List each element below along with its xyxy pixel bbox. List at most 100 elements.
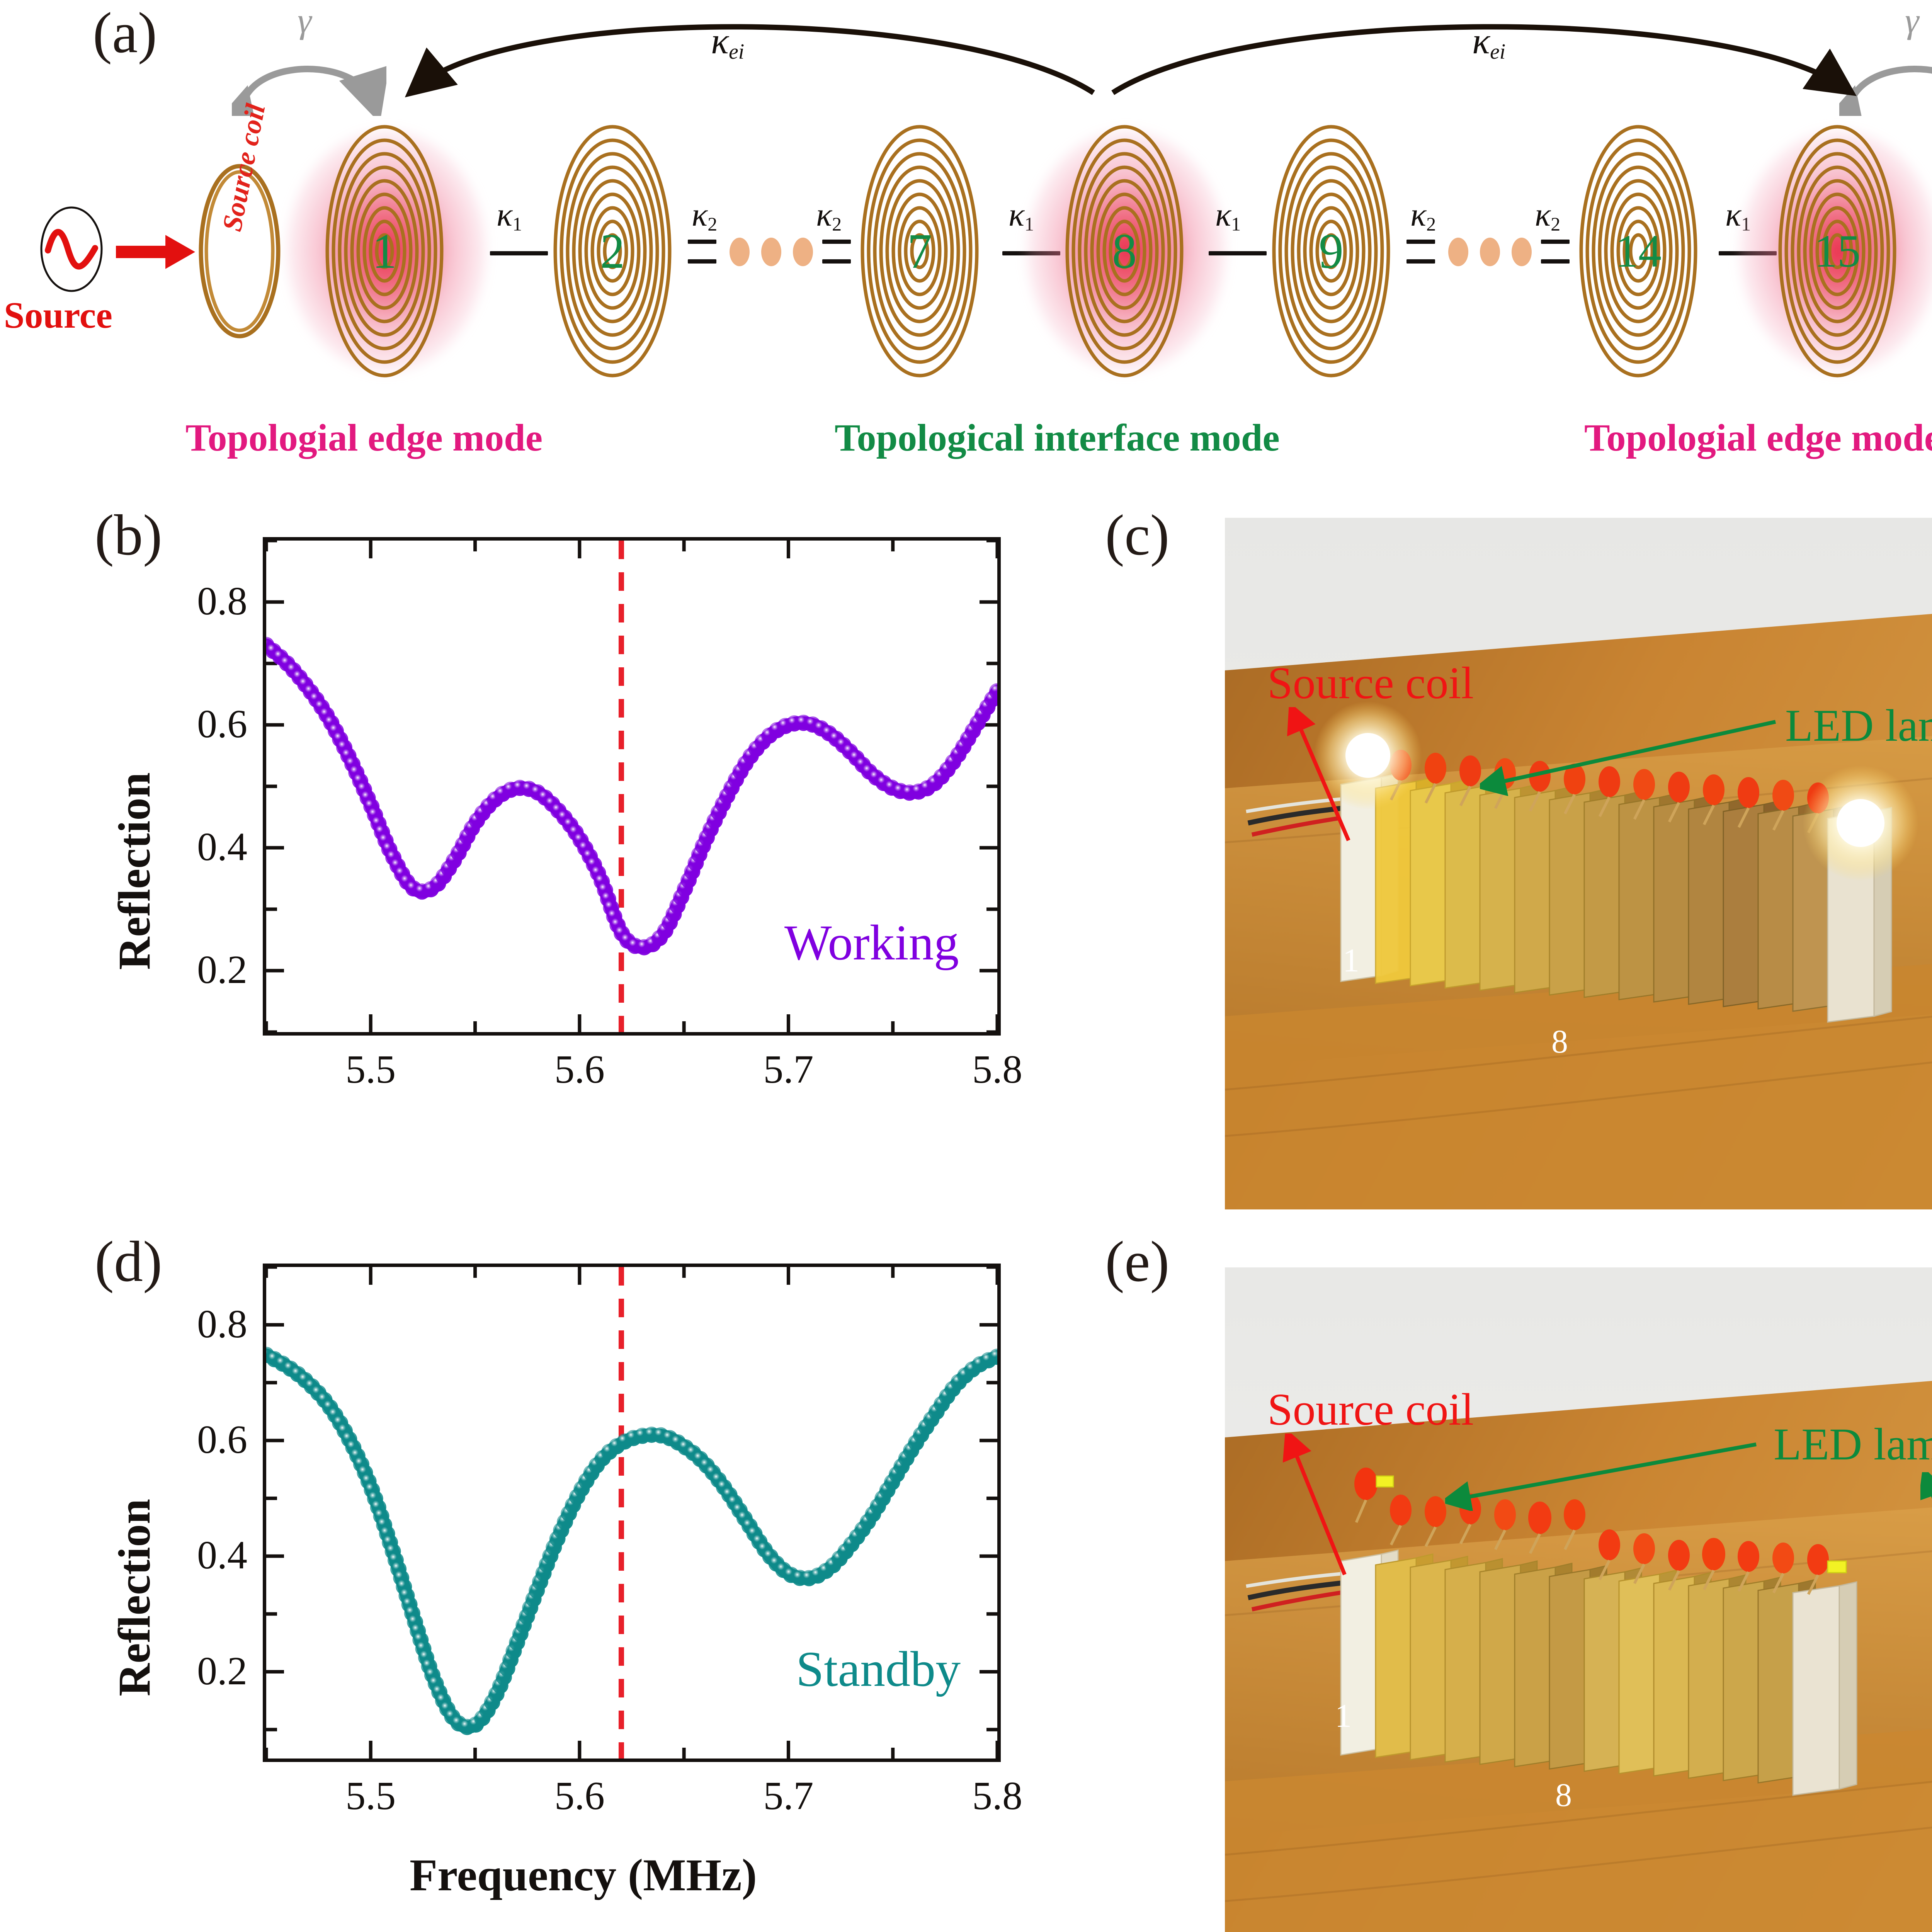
kappa-ei-symbol-right: κ <box>1472 20 1490 61</box>
kappa-1-label-a: κ1 <box>497 195 522 235</box>
photo-coil-number-1-e: 1 <box>1335 1697 1352 1734</box>
y-axis-title-d: Reflection <box>109 1498 160 1696</box>
x-tick-label: 5.8 <box>972 1774 1022 1818</box>
gamma-label-right: γ <box>1905 1 1919 40</box>
ellipsis-dot-6 <box>1512 238 1532 266</box>
x-tick-label: 5.6 <box>554 1774 605 1818</box>
annotation-source-coil-e: Source coil <box>1267 1384 1474 1435</box>
x-tick-label: 5.7 <box>763 1047 814 1092</box>
coil-number-8: 8 <box>1112 223 1137 279</box>
resonator-coil-1: 1 <box>321 116 448 386</box>
kappa-ei-label-left: κei <box>711 19 744 64</box>
gamma-arc-right-icon <box>1839 65 1932 116</box>
bond-1-2 <box>490 251 548 255</box>
series-label-standby: Standby <box>796 1641 961 1697</box>
kappa-1-label-c: κ1 <box>1215 195 1241 235</box>
annotation-arrow-source-c-icon <box>1287 707 1350 841</box>
y-tick-label: 0.2 <box>197 1648 247 1693</box>
kappa-symbol: κ <box>1215 196 1231 233</box>
plot-svg-b <box>266 541 997 1032</box>
panel-a-schematic: (a) γ γ κei κei Source Source coil <box>0 0 1932 487</box>
kappa-symbol: κ <box>1009 196 1025 233</box>
annotation-arrow-led-left-c-icon <box>1480 720 1776 796</box>
source-sine-icon <box>40 206 103 292</box>
kappa-sub: 1 <box>512 213 522 235</box>
kappa-ei-arcs-icon <box>405 24 1857 97</box>
panel-c-photo-wrap: (c) <box>1101 502 1932 1225</box>
glow-coil-1 <box>286 129 487 373</box>
coil-number-2: 2 <box>600 223 625 279</box>
gamma-label-left: γ <box>298 1 312 40</box>
panel-label-a: (a) <box>93 1 157 65</box>
y-tick-label: 0.6 <box>197 1417 247 1462</box>
kappa-sub: 2 <box>1551 213 1561 235</box>
resonator-coil-9: 9 <box>1267 116 1395 386</box>
x-axis-title: Frequency (MHz) <box>410 1850 757 1900</box>
panel-d-chart: (d) 0.2 0.4 0.6 0.8 5.5 5.6 5.7 5.8 Reflection… <box>0 1229 1094 1932</box>
mode-label-interface: Topological interface mode <box>835 416 1280 459</box>
panel-label-b: (b) <box>95 503 162 567</box>
kappa-ei-sub-right: ei <box>1490 39 1506 64</box>
kappa-sub: 2 <box>832 213 842 235</box>
annotation-arrow-led-left-e-icon <box>1445 1442 1757 1511</box>
data-series-markers <box>266 637 997 956</box>
panel-e-photo-wrap: (e) <box>1101 1229 1932 1932</box>
ellipsis-dot-1 <box>730 238 750 266</box>
y-axis-title-b: Reflection <box>109 772 160 970</box>
ellipsis-dot-3 <box>793 238 813 266</box>
bond-8-9 <box>1209 251 1267 255</box>
kappa-ei-symbol-left: κ <box>711 20 729 61</box>
series-label-working: Working <box>784 915 959 971</box>
data-series-line <box>266 638 997 954</box>
kappa-ei-sub-left: ei <box>729 39 745 64</box>
kappa-symbol: κ <box>497 196 513 233</box>
kappa-sub: 1 <box>1231 213 1241 235</box>
x-tick-label: 5.8 <box>972 1047 1022 1092</box>
x-tick-label: 5.7 <box>763 1774 814 1818</box>
ellipsis-dot-5 <box>1480 238 1500 266</box>
data-series-markers <box>266 1347 997 1735</box>
kappa-sub: 2 <box>707 213 718 235</box>
y-tick-label: 0.8 <box>197 1301 247 1346</box>
resonator-coil-14: 14 <box>1575 116 1702 386</box>
coil-number-1: 1 <box>372 223 397 279</box>
annotation-arrow-source-e-icon <box>1283 1434 1347 1575</box>
y-tick-label: 0.4 <box>197 1533 247 1578</box>
plot-area-b <box>263 537 1001 1036</box>
plot-svg-d <box>266 1267 997 1759</box>
kappa-2-label-b: κ2 <box>816 195 842 235</box>
photo-coil-number-8-e: 8 <box>1555 1776 1572 1813</box>
coil-number-7: 7 <box>907 223 932 279</box>
ellipsis-dot-2 <box>761 238 781 266</box>
annotation-led-lamps-e: LED lamps <box>1774 1419 1932 1469</box>
resonator-coil-8: 8 <box>1061 116 1188 386</box>
y-tick-label: 0.6 <box>197 702 247 746</box>
x-tick-label: 5.5 <box>345 1774 396 1818</box>
panel-label-c: (c) <box>1105 503 1170 567</box>
panel-e-photograph <box>1225 1267 1932 1932</box>
bond-2-ellipsis <box>688 240 716 264</box>
kappa-symbol: κ <box>1725 196 1742 233</box>
bond-9-ellipsis <box>1406 240 1435 264</box>
source-arrow-icon <box>116 235 195 269</box>
plot-area-d <box>263 1264 1001 1762</box>
bond-ellipsis-7 <box>822 240 851 264</box>
y-tick-label: 0.8 <box>197 579 247 623</box>
y-tick-label: 0.4 <box>197 825 247 869</box>
kappa-symbol: κ <box>1535 196 1551 233</box>
kappa-symbol: κ <box>1410 196 1427 233</box>
annotation-led-lamps-c: LED lamps <box>1785 700 1932 751</box>
coil-number-15: 15 <box>1814 225 1861 277</box>
coil-number-14: 14 <box>1615 225 1662 277</box>
panel-label-d: (d) <box>95 1230 162 1294</box>
mode-label-edge-right: Topologial edge mode <box>1584 416 1932 459</box>
x-tick-label: 5.6 <box>554 1047 605 1092</box>
panel-c-photograph <box>1225 518 1932 1209</box>
photo-coil-number-1-c: 1 <box>1343 942 1359 979</box>
source-coil-icon <box>199 164 281 338</box>
glow-coil-8 <box>1026 129 1227 373</box>
x-tick-label: 5.5 <box>345 1047 396 1092</box>
annotation-source-coil-c: Source coil <box>1267 658 1474 708</box>
annotation-arrow-led-right-e-icon <box>1920 1472 1932 1501</box>
panel-b-chart: (b) 0.2 0.4 0.6 0.8 5.5 5.6 5.7 5.8 Reflection… <box>0 502 1094 1225</box>
